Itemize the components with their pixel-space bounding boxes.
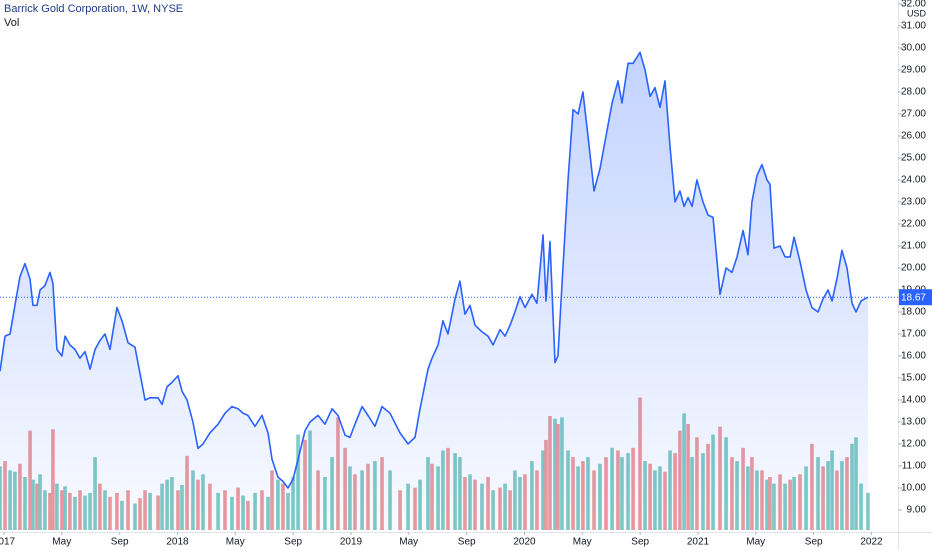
y-tick-label: 17.00 [901,329,926,340]
x-tick-label: May [573,537,592,548]
y-tick-label: 21.00 [901,241,926,252]
x-tick-label: 2018 [166,537,189,548]
y-tick-label: 18.00 [901,307,926,318]
y-tick-label: 24.00 [901,175,926,186]
volume-label: Vol [4,17,19,29]
x-tick-label: Sep [111,537,129,548]
y-tick-label: 15.00 [901,373,926,384]
y-tick-label: 11.00 [902,461,927,472]
x-tick-label: May [226,537,245,548]
price-area [0,52,868,531]
x-tick-label: Sep [458,537,476,548]
plot-area [0,51,898,531]
y-tick-label: 31.00 [901,21,926,32]
x-tick-label: May [399,537,418,548]
price-axis: 9.00 10.00 11.00 12.00 13.00 14.00 15.00 16.00 1… [898,0,932,516]
price-line [0,51,869,489]
y-tick-label: 28.00 [901,87,926,98]
y-tick-label: 22.00 [901,219,926,230]
x-tick-label: 2019 [340,537,363,548]
y-tick-label: 16.00 [901,351,926,362]
currency-label: USD [907,8,927,18]
x-tick-label: Sep [631,537,649,548]
x-tick-label: 2017 [0,537,16,548]
x-tick-label: Sep [805,537,823,548]
y-tick-label: 12.00 [901,439,926,450]
y-tick-label: 14.00 [901,395,926,406]
y-tick-label: 30.00 [901,43,926,54]
x-tick-label: May [746,537,765,548]
y-tick-label: 32.00 [901,0,926,10]
y-tick-label: 10.00 [901,483,926,494]
last-price-label: 18.67 [901,292,926,303]
x-tick-label: 2020 [513,537,536,548]
x-tick-label: May [52,537,71,548]
last-price-box [899,289,932,306]
y-tick-label: 27.00 [901,109,926,120]
x-tick-label: 2021 [687,537,710,548]
y-tick-label: 26.00 [901,131,926,142]
time-axis: 2017 May Sep 2018 May Sep 2019 May Sep 2020 May Sep… [0,532,883,548]
chart-title: Barrick Gold Corporation, 1W, NYSE [4,3,183,15]
x-tick-label: Sep [284,537,302,548]
y-tick-label: 20.00 [901,263,926,274]
y-tick-label: 25.00 [901,153,926,164]
x-tick-label: 2022 [860,537,883,548]
y-tick-label: 13.00 [901,417,926,428]
y-tick-label: 23.00 [901,197,926,208]
y-tick-label: 9.00 [907,505,927,516]
y-tick-label: 29.00 [901,65,926,76]
